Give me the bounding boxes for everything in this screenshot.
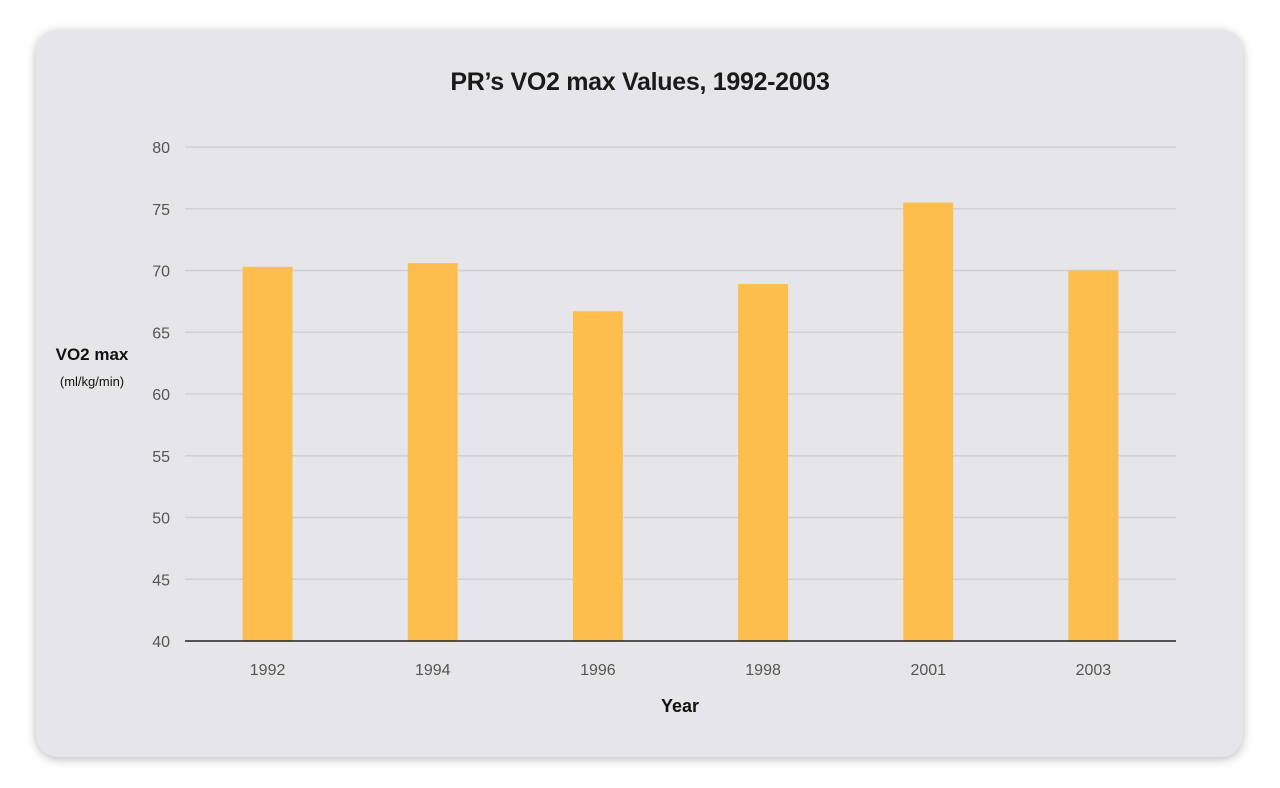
y-tick-label: 45 [152,572,170,589]
y-tick-label: 70 [152,264,170,281]
y-tick-label: 80 [152,140,170,157]
y-tick-label: 55 [152,449,170,466]
bars-layer [242,202,1119,641]
x-tick-label: 2001 [910,662,946,679]
x-axis-label: Year [660,696,700,716]
chart-title: PR’s VO2 max Values, 1992-2003 [450,68,830,96]
axis-layer: 40 45 50 55 60 65 70 75 80 1992 1994 1996 1998 2001 20… [152,140,1176,679]
bar-1992 [242,266,293,641]
y-axis-label: VO2 max (ml/kg/min) [40,343,144,389]
y-tick-label: 40 [152,634,170,651]
y-tick-label: 75 [152,202,170,219]
x-tick-label: 1992 [250,662,286,679]
y-tick-label: 60 [152,387,170,404]
bar-1994 [407,263,458,641]
bar-2003 [1068,270,1119,641]
y-axis-title: VO2 max [55,345,129,364]
x-tick-label: 2003 [1076,662,1112,679]
bar-1998 [738,284,789,641]
bar-1996 [572,311,623,641]
x-tick-label: 1998 [745,662,781,679]
bar-2001 [903,202,954,641]
grid-layer [185,146,1176,580]
x-tick-label: 1994 [415,662,451,679]
y-tick-label: 65 [152,325,170,342]
y-tick-label: 50 [152,511,170,528]
y-axis-unit: (ml/kg/min) [59,374,125,389]
x-tick-label: 1996 [580,662,616,679]
